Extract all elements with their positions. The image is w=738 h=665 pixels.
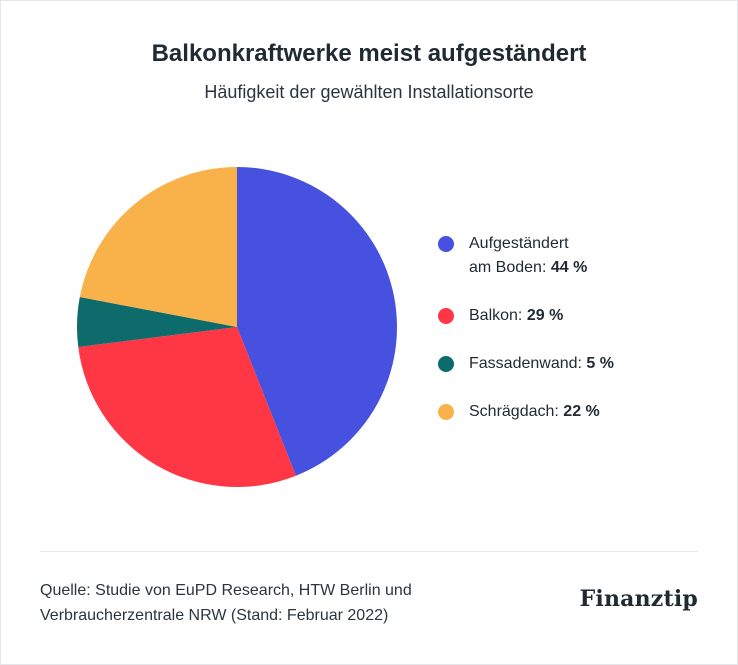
legend-label-schraegdach: Schrägdach:: [469, 403, 559, 420]
legend-label-balkon: Balkon:: [469, 307, 523, 324]
footer-divider: [40, 551, 698, 552]
chart-legend: Aufgeständert am Boden: 44 % Balkon: 29 …: [438, 232, 728, 424]
chart-title: Balkonkraftwerke meist aufgeständert: [151, 40, 587, 67]
source-line-1: Quelle: Studie von EuPD Research, HTW Be…: [40, 582, 412, 599]
legend-swatch-fassadenwand: [438, 356, 454, 372]
chart-subtitle: Häufigkeit der gewählten Installationsor…: [204, 82, 534, 102]
legend-item-balkon: Balkon: 29 %: [438, 304, 728, 328]
pie-chart: [76, 166, 397, 487]
legend-item-schraegdach: Schrägdach: 22 %: [438, 400, 728, 424]
legend-value-aufgestaendert: 44 %: [550, 259, 588, 276]
legend-label-fassadenwand: Fassadenwand:: [469, 355, 582, 372]
source-note: Quelle: Studie von EuPD Research, HTW Be…: [40, 578, 480, 628]
legend-item-fassadenwand: Fassadenwand: 5 %: [438, 352, 728, 376]
legend-label-aufgestaendert-line2: am Boden:: [469, 259, 547, 276]
finanztip-logo: Finanztip: [579, 586, 698, 612]
pie-slice-balkon: [78, 327, 296, 487]
legend-value-fassadenwand: 5 %: [586, 355, 614, 372]
legend-value-schraegdach: 22 %: [563, 403, 600, 420]
pie-slice-fassadenwand: [76, 297, 237, 348]
pie-slice-aufgestaendert: [237, 167, 397, 476]
pie-slice-schraegdach: [79, 166, 237, 327]
legend-value-balkon: 29 %: [526, 307, 564, 324]
legend-swatch-balkon: [438, 308, 454, 324]
legend-label-aufgestaendert: Aufgeständert: [469, 235, 569, 252]
legend-swatch-schraegdach: [438, 404, 454, 420]
legend-swatch-aufgestaendert: [438, 236, 454, 252]
source-line-2: Verbraucherzentrale NRW (Stand: Februar …: [40, 607, 389, 624]
legend-item-aufgestaendert: Aufgeständert am Boden: 44 %: [438, 232, 728, 280]
